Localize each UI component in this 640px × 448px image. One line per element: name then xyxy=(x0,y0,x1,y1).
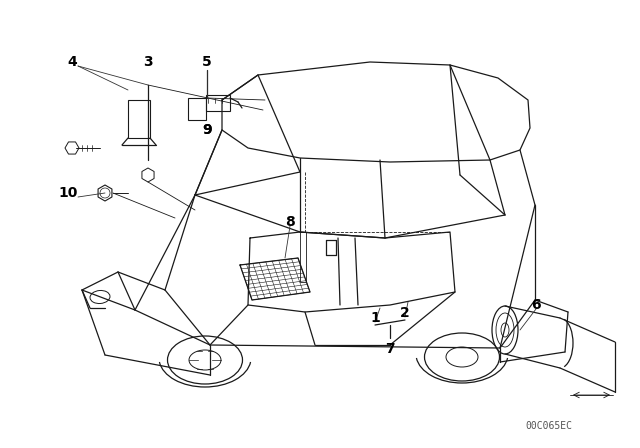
Text: 1: 1 xyxy=(370,311,380,325)
Text: 6: 6 xyxy=(531,298,541,312)
Text: 4: 4 xyxy=(67,55,77,69)
Text: 3: 3 xyxy=(143,55,153,69)
Text: 8: 8 xyxy=(285,215,295,229)
Text: 10: 10 xyxy=(58,186,77,200)
Text: 9: 9 xyxy=(202,123,212,137)
Text: 00C065EC: 00C065EC xyxy=(526,421,573,431)
Text: 2: 2 xyxy=(400,306,410,320)
Text: 9: 9 xyxy=(202,123,212,137)
Text: 7: 7 xyxy=(385,342,395,356)
Text: 5: 5 xyxy=(202,55,212,69)
